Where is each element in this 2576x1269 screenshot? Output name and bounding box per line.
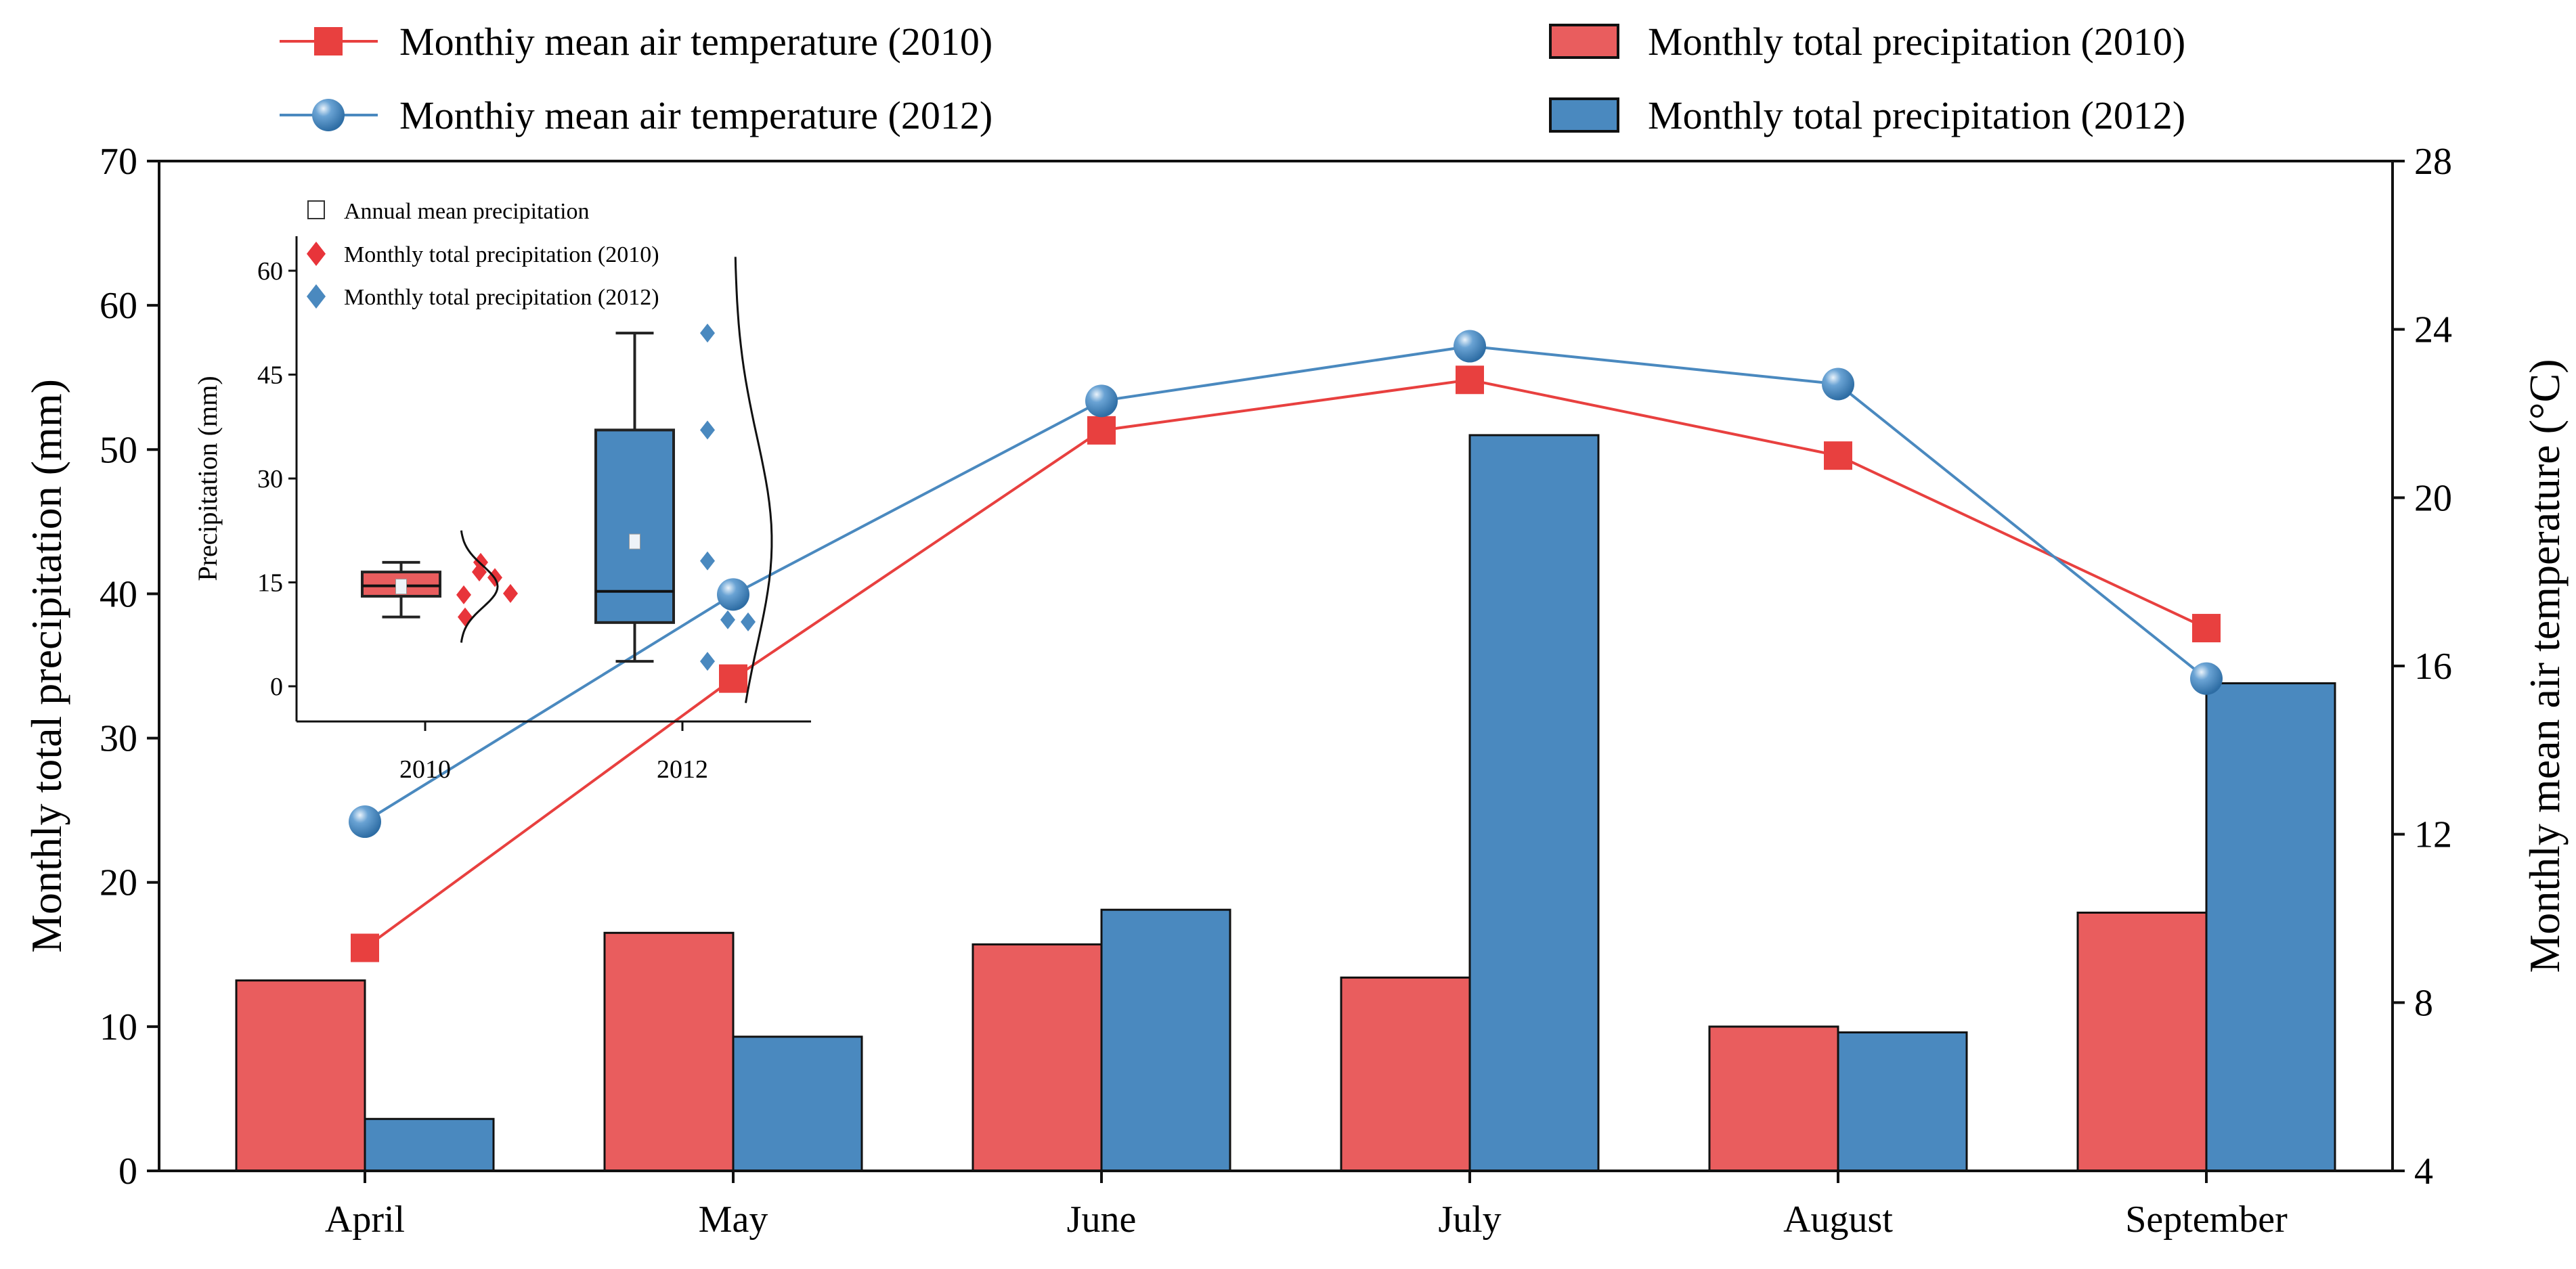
y-tick-label: 70 xyxy=(100,141,137,183)
temp-marker-2012-september xyxy=(2190,662,2223,695)
mean-marker-2010 xyxy=(395,579,407,595)
y-tick-label: 60 xyxy=(100,285,137,327)
plot-frame xyxy=(158,160,2394,1172)
main-plot: 0 10 20 30 40 50 60 70 4 8 12 16 20 24 28 April May June J… xyxy=(22,141,2569,1241)
legend-swatch-precip-1 xyxy=(1549,97,1619,133)
temp-marker-2012-june xyxy=(1085,384,1118,418)
x-tick-label: April xyxy=(325,1199,405,1241)
bar-2010-april xyxy=(235,979,366,1172)
temp-marker-2012-april xyxy=(349,805,381,839)
legend-swatch-precip-0 xyxy=(1549,24,1619,59)
bar-2012-may xyxy=(732,1036,863,1172)
inset-y-tick-label: 0 xyxy=(270,673,283,701)
inset-point-2012 xyxy=(720,610,735,629)
bar-2010-july xyxy=(1340,976,1471,1172)
x-tick-label: June xyxy=(1067,1199,1137,1241)
inset-x-tick-label: 2012 xyxy=(657,755,708,784)
y2-tick-label: 4 xyxy=(2414,1151,2433,1193)
temp-line-2010 xyxy=(364,378,2207,950)
x-tick-label: August xyxy=(1783,1199,1893,1241)
inset-legend-square-icon xyxy=(307,200,325,219)
legend-square-marker xyxy=(314,27,343,55)
x-tick-label: May xyxy=(699,1199,768,1241)
temp-marker-2010-september xyxy=(2192,614,2221,643)
mean-marker-2012 xyxy=(629,533,640,550)
temp-marker-2012-may xyxy=(717,578,749,611)
density-curve-2010 xyxy=(460,530,499,643)
temp-marker-2010-june xyxy=(1087,416,1116,445)
inset-y-tick-label: 15 xyxy=(257,569,283,598)
inset-legend-diamond-2010-icon xyxy=(307,242,326,266)
y2-tick-label: 16 xyxy=(2414,646,2452,688)
y2-tick-label: 28 xyxy=(2414,141,2452,183)
inset-point-2012 xyxy=(741,612,756,631)
temp-marker-2010-august xyxy=(1824,441,1852,470)
bar-2012-june xyxy=(1100,908,1231,1172)
legend: Monthiy mean air temperature (2010) Month… xyxy=(280,20,2185,137)
box-2012 xyxy=(594,428,675,624)
legend-label-temp-1: Monthiy mean air temperature (2012) xyxy=(399,93,992,137)
legend-label-precip-0: Monthly total precipitation (2010) xyxy=(1648,20,2185,64)
y2-axis-label: Monthly mean air temperature (°C) xyxy=(2520,359,2569,973)
bar-2010-august xyxy=(1708,1025,1839,1172)
inset-point-2010 xyxy=(503,583,518,603)
legend-sphere-marker xyxy=(312,99,345,131)
y-tick-label: 40 xyxy=(100,573,137,615)
temp-line-2012 xyxy=(364,344,2208,823)
y2-tick-label: 12 xyxy=(2414,814,2452,856)
y-tick-label: 20 xyxy=(100,862,137,904)
inset-y-tick-label: 60 xyxy=(257,257,283,286)
inset-point-2012 xyxy=(700,420,715,440)
inset-boxplot: 0 15 30 45 60 2010 2012 Precipitation (mm) Annua… xyxy=(192,199,811,784)
inset-point-2010 xyxy=(456,585,471,604)
bar-2012-july xyxy=(1468,434,1600,1172)
y-axis-label: Monthly total precipitation (mm) xyxy=(22,379,70,953)
x-tick-label: September xyxy=(2125,1199,2288,1241)
temp-marker-2010-may xyxy=(719,664,747,693)
y2-tick-label: 24 xyxy=(2414,309,2452,351)
density-curve-2012 xyxy=(734,257,773,703)
inset-y-tick-label: 30 xyxy=(257,465,283,493)
bar-2012-april xyxy=(364,1117,495,1172)
inset-legend-label-2: Monthly total precipitation (2012) xyxy=(344,285,659,310)
temp-marker-2012-august xyxy=(1822,368,1854,401)
inset-x-tick-label: 2010 xyxy=(399,755,451,784)
y2-tick-label: 20 xyxy=(2414,477,2452,519)
inset-y-tick-label: 45 xyxy=(257,361,283,390)
inset-point-2012 xyxy=(700,551,715,571)
y-tick-label: 50 xyxy=(100,429,137,471)
bar-2010-september xyxy=(2076,911,2208,1172)
inset-point-2012 xyxy=(700,652,715,671)
bar-2010-may xyxy=(603,931,735,1172)
x-tick-label: July xyxy=(1438,1199,1501,1241)
y2-tick-label: 8 xyxy=(2414,982,2433,1024)
inset-legend-diamond-2012-icon xyxy=(307,284,326,309)
inset-legend-label-1: Monthly total precipitation (2010) xyxy=(344,242,659,267)
y-tick-label: 30 xyxy=(100,718,137,760)
y-tick-label: 10 xyxy=(100,1006,137,1048)
temp-marker-2012-july xyxy=(1454,330,1486,363)
inset-point-2012 xyxy=(700,324,715,343)
inset-y-axis-label: Precipitation (mm) xyxy=(192,376,223,581)
y-tick-label: 0 xyxy=(118,1151,137,1193)
legend-label-precip-1: Monthly total precipitation (2012) xyxy=(1648,93,2185,137)
inset-legend-label-0: Annual mean precipitation xyxy=(344,199,590,224)
bar-2012-august xyxy=(1837,1031,1968,1172)
inset-point-2010 xyxy=(458,607,473,627)
temp-marker-2010-april xyxy=(351,933,379,962)
bar-2012-september xyxy=(2205,682,2336,1172)
legend-label-temp-0: Monthiy mean air temperature (2010) xyxy=(399,20,992,64)
temp-marker-2010-july xyxy=(1456,365,1484,395)
bar-2010-june xyxy=(972,943,1103,1172)
